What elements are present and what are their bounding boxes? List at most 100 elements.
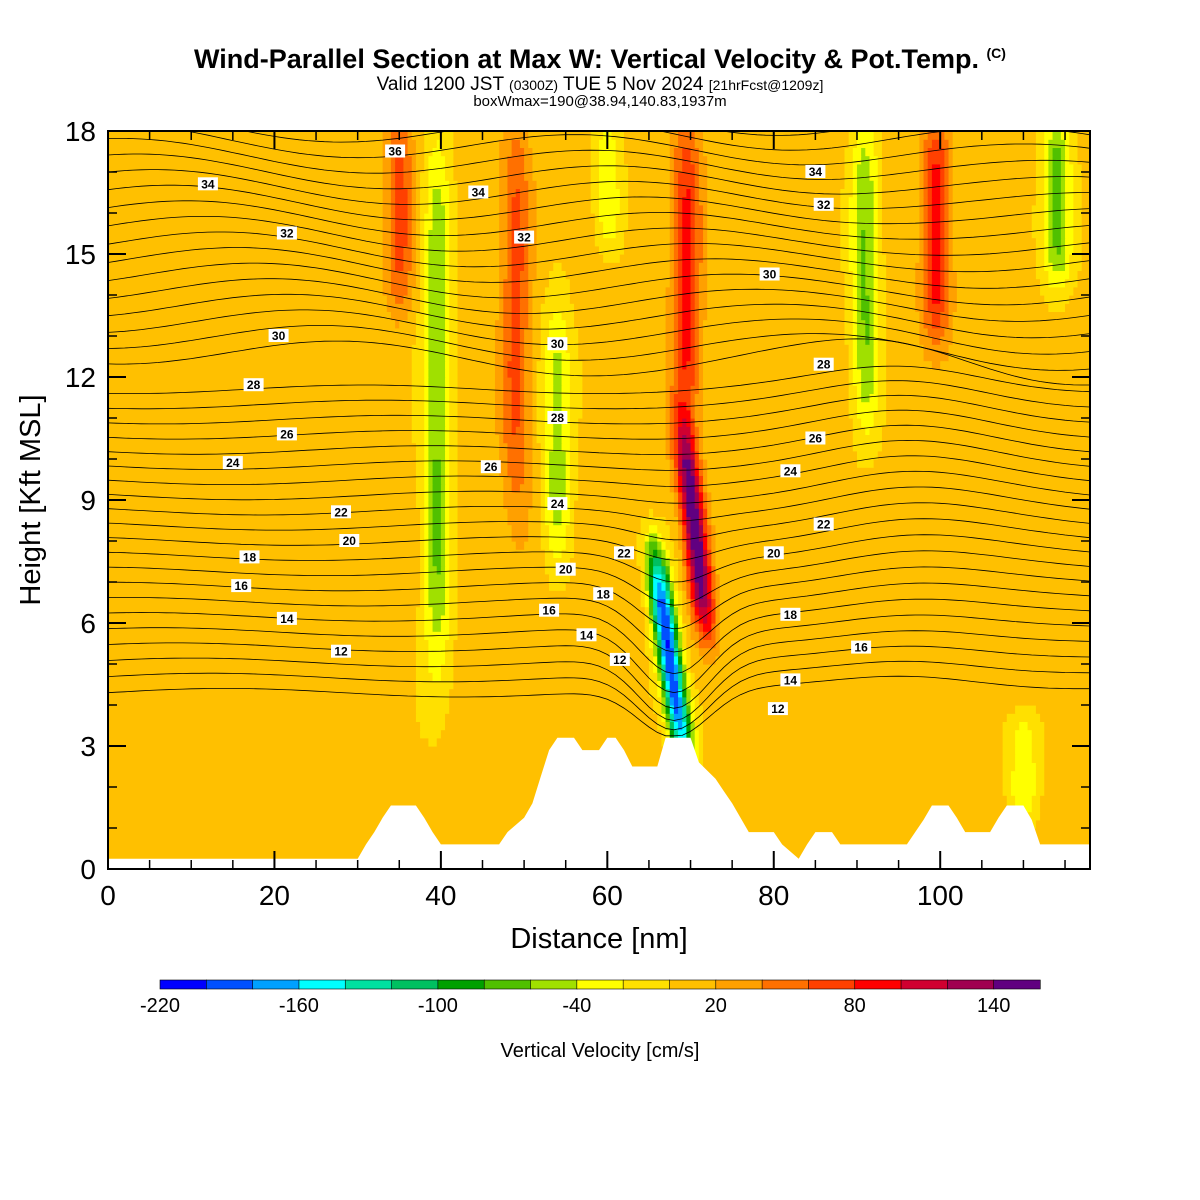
field-cell <box>690 631 700 640</box>
field-cell <box>108 172 384 181</box>
field-cell <box>923 139 933 148</box>
field-cell <box>848 213 858 222</box>
field-cell <box>1044 746 1090 755</box>
field-cell <box>536 237 596 247</box>
field-cell <box>1040 286 1074 296</box>
field-cell <box>919 204 925 214</box>
field-cell <box>886 270 916 280</box>
field-cell <box>432 467 442 476</box>
field-cell <box>582 385 667 394</box>
field-cell <box>108 303 388 312</box>
field-cell <box>108 631 417 640</box>
field-cell <box>648 557 654 567</box>
field-cell <box>532 336 542 345</box>
field-cell <box>886 418 1090 427</box>
field-cell <box>703 524 708 534</box>
field-cell <box>611 131 625 140</box>
field-cell <box>415 196 421 206</box>
field-cell <box>678 582 683 591</box>
y-tick-label: 3 <box>80 731 96 762</box>
field-cell <box>703 327 846 337</box>
field-cell <box>445 508 450 517</box>
field-cell <box>457 590 642 599</box>
theta-contour <box>183 131 1090 166</box>
field-cell <box>499 139 513 148</box>
field-cell <box>931 254 941 263</box>
field-cell <box>682 237 692 247</box>
field-cell <box>873 213 879 222</box>
field-cell <box>519 221 529 230</box>
field-cell <box>590 147 600 157</box>
field-cell <box>673 541 679 550</box>
field-cell <box>108 672 417 681</box>
theta-contour <box>108 486 1090 522</box>
field-cell <box>686 532 692 542</box>
field-cell <box>507 229 513 239</box>
field-cell <box>1035 147 1045 157</box>
field-cell <box>694 598 700 608</box>
field-cell <box>877 278 887 288</box>
field-cell <box>856 352 875 362</box>
field-cell <box>445 270 450 280</box>
theta-label-text: 14 <box>280 612 294 626</box>
field-cell <box>678 377 696 386</box>
field-cell <box>1002 754 1016 763</box>
field-cell <box>457 598 642 608</box>
field-cell <box>382 180 392 189</box>
field-cell <box>108 352 413 362</box>
field-cell <box>445 655 454 665</box>
field-cell <box>877 360 887 370</box>
field-cell <box>931 262 941 271</box>
field-cell <box>569 368 583 378</box>
field-cell <box>673 721 679 731</box>
field-cell <box>511 221 521 230</box>
field-cell <box>108 426 413 435</box>
field-cell <box>428 664 442 673</box>
field-cell <box>644 582 650 591</box>
field-cell <box>682 541 687 550</box>
field-cell <box>457 213 500 222</box>
field-cell <box>507 270 513 280</box>
field-cell <box>865 336 871 345</box>
field-cell <box>590 180 600 189</box>
field-cell <box>682 163 696 173</box>
theta-label: 14 <box>276 611 297 626</box>
field-cell <box>524 393 534 403</box>
field-cell <box>432 500 442 509</box>
field-cell <box>694 254 704 263</box>
field-cell <box>395 163 405 173</box>
field-cell <box>678 565 683 575</box>
field-cell <box>594 237 625 247</box>
field-cell <box>503 385 513 394</box>
field-cell <box>445 237 450 247</box>
field-cell <box>449 442 459 452</box>
field-cell <box>519 311 529 321</box>
field-cell <box>578 426 667 435</box>
field-cell <box>1073 196 1083 206</box>
field-cell <box>673 664 679 673</box>
field-cell <box>673 467 679 476</box>
field-cell <box>590 163 600 173</box>
field-cell <box>507 262 513 271</box>
field-cell <box>449 278 459 288</box>
field-cell <box>694 696 700 706</box>
field-cell <box>424 442 429 452</box>
field-cell <box>415 647 429 657</box>
field-cell <box>528 196 538 206</box>
field-cell <box>694 221 704 230</box>
field-cell <box>449 401 459 411</box>
field-cell <box>524 434 534 444</box>
field-cell <box>923 221 929 230</box>
field-cell <box>540 319 550 329</box>
field-cell <box>873 131 883 140</box>
field-cell <box>453 639 646 649</box>
field-cell <box>931 213 941 222</box>
field-cell <box>544 467 550 476</box>
field-cell <box>678 721 683 731</box>
field-cell <box>503 377 513 386</box>
field-cell <box>507 155 525 165</box>
field-cell <box>665 696 671 706</box>
field-cell <box>390 163 396 173</box>
field-cell <box>678 664 683 673</box>
